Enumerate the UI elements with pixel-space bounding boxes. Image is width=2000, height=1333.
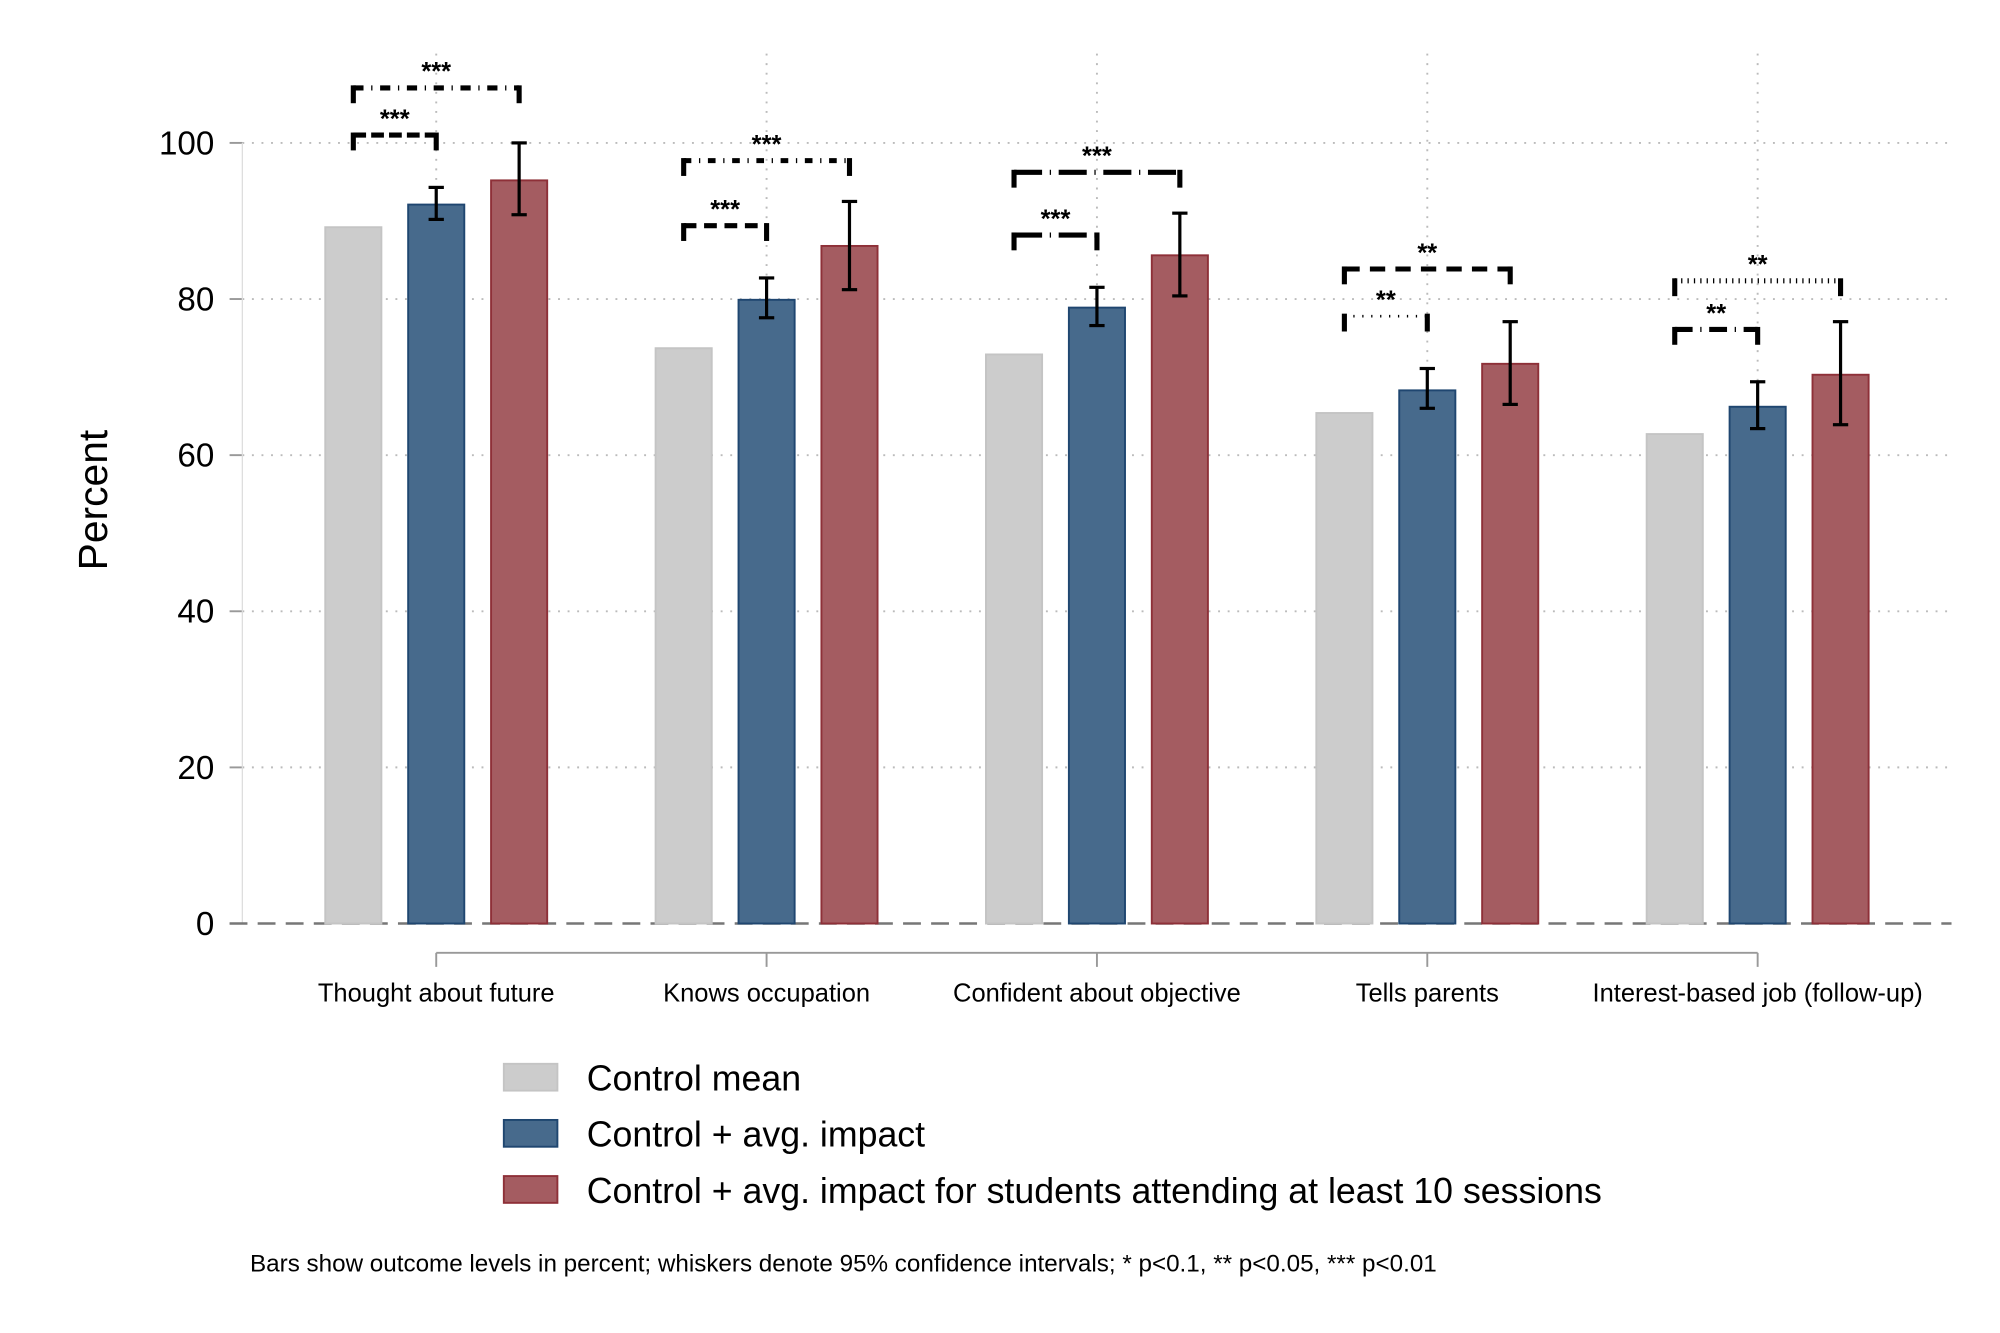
x-tick-label: Thought about future: [318, 979, 555, 1007]
bracket-inner: [681, 223, 770, 241]
significance-stars: ***: [421, 58, 451, 86]
significance-brackets: **************************: [350, 58, 1844, 345]
bracket-outer: [681, 158, 853, 176]
error-bar: [758, 276, 775, 320]
error-bar: [1832, 320, 1849, 427]
bracket-inner: [1672, 326, 1761, 345]
bar: [654, 347, 713, 925]
significance-stars: **: [1748, 251, 1768, 279]
y-tick-label: 40: [177, 594, 214, 631]
significance-stars: **: [1706, 300, 1726, 328]
y-tick-label: 20: [177, 750, 214, 787]
error-bar: [841, 199, 858, 292]
legend-swatch: [502, 1118, 559, 1148]
bracket-outer: [1341, 266, 1513, 285]
x-tick-label: Confident about objective: [953, 979, 1241, 1007]
bar: [407, 203, 466, 925]
y-tick-label: 100: [159, 125, 214, 162]
bar: [324, 226, 383, 925]
x-tick-label: Interest-based job (follow-up): [1593, 979, 1923, 1007]
bar: [1315, 412, 1374, 925]
bar: [820, 244, 879, 925]
error-bar: [511, 141, 527, 217]
legend-label: Control mean: [587, 1059, 801, 1099]
error-bar: [1502, 320, 1518, 407]
x-tick-label: Tells parents: [1356, 979, 1499, 1007]
bar: [1811, 373, 1870, 925]
bar: [737, 298, 796, 925]
significance-stars: ***: [380, 105, 410, 133]
bracket-inner: [1011, 232, 1100, 251]
error-bar: [1419, 366, 1435, 410]
error-bar: [1172, 211, 1188, 298]
bar: [985, 353, 1044, 925]
bar: [1398, 389, 1457, 925]
bar: [1150, 254, 1209, 925]
bracket-outer: [1011, 169, 1183, 188]
y-tick-label: 60: [177, 438, 214, 475]
bracket-inner: [1341, 313, 1430, 332]
bar: [490, 179, 549, 925]
y-tick-label: 0: [196, 906, 214, 943]
bar: [1645, 433, 1704, 925]
significance-stars: ***: [752, 131, 782, 159]
significance-stars: ***: [1041, 205, 1071, 233]
significance-stars: **: [1376, 287, 1396, 315]
significance-stars: ***: [1082, 143, 1112, 171]
bracket-inner: [350, 132, 439, 151]
error-bar: [428, 185, 444, 221]
legend-swatch: [502, 1175, 559, 1204]
bars: [324, 141, 1870, 925]
legend-label: Control + avg. impact for students atten…: [587, 1171, 1602, 1211]
error-bar: [1750, 380, 1766, 431]
x-tick-label: Knows occupation: [663, 979, 870, 1007]
bar: [1481, 362, 1540, 925]
legend-label: Control + avg. impact: [587, 1115, 925, 1155]
legend-swatch: [502, 1062, 559, 1092]
bracket-outer: [1672, 278, 1844, 297]
error-bar: [1089, 285, 1105, 328]
bracket-outer: [350, 85, 522, 104]
bar: [1067, 306, 1126, 925]
y-tick-label: 80: [177, 282, 214, 319]
significance-stars: **: [1417, 239, 1437, 267]
bar: [1728, 405, 1787, 925]
y-axis-label: Percent: [70, 429, 116, 570]
significance-stars: ***: [710, 196, 740, 224]
chart-note: Bars show outcome levels in percent; whi…: [250, 1251, 1437, 1278]
legend: Control mean Control + avg. impact Control…: [502, 1059, 1602, 1211]
